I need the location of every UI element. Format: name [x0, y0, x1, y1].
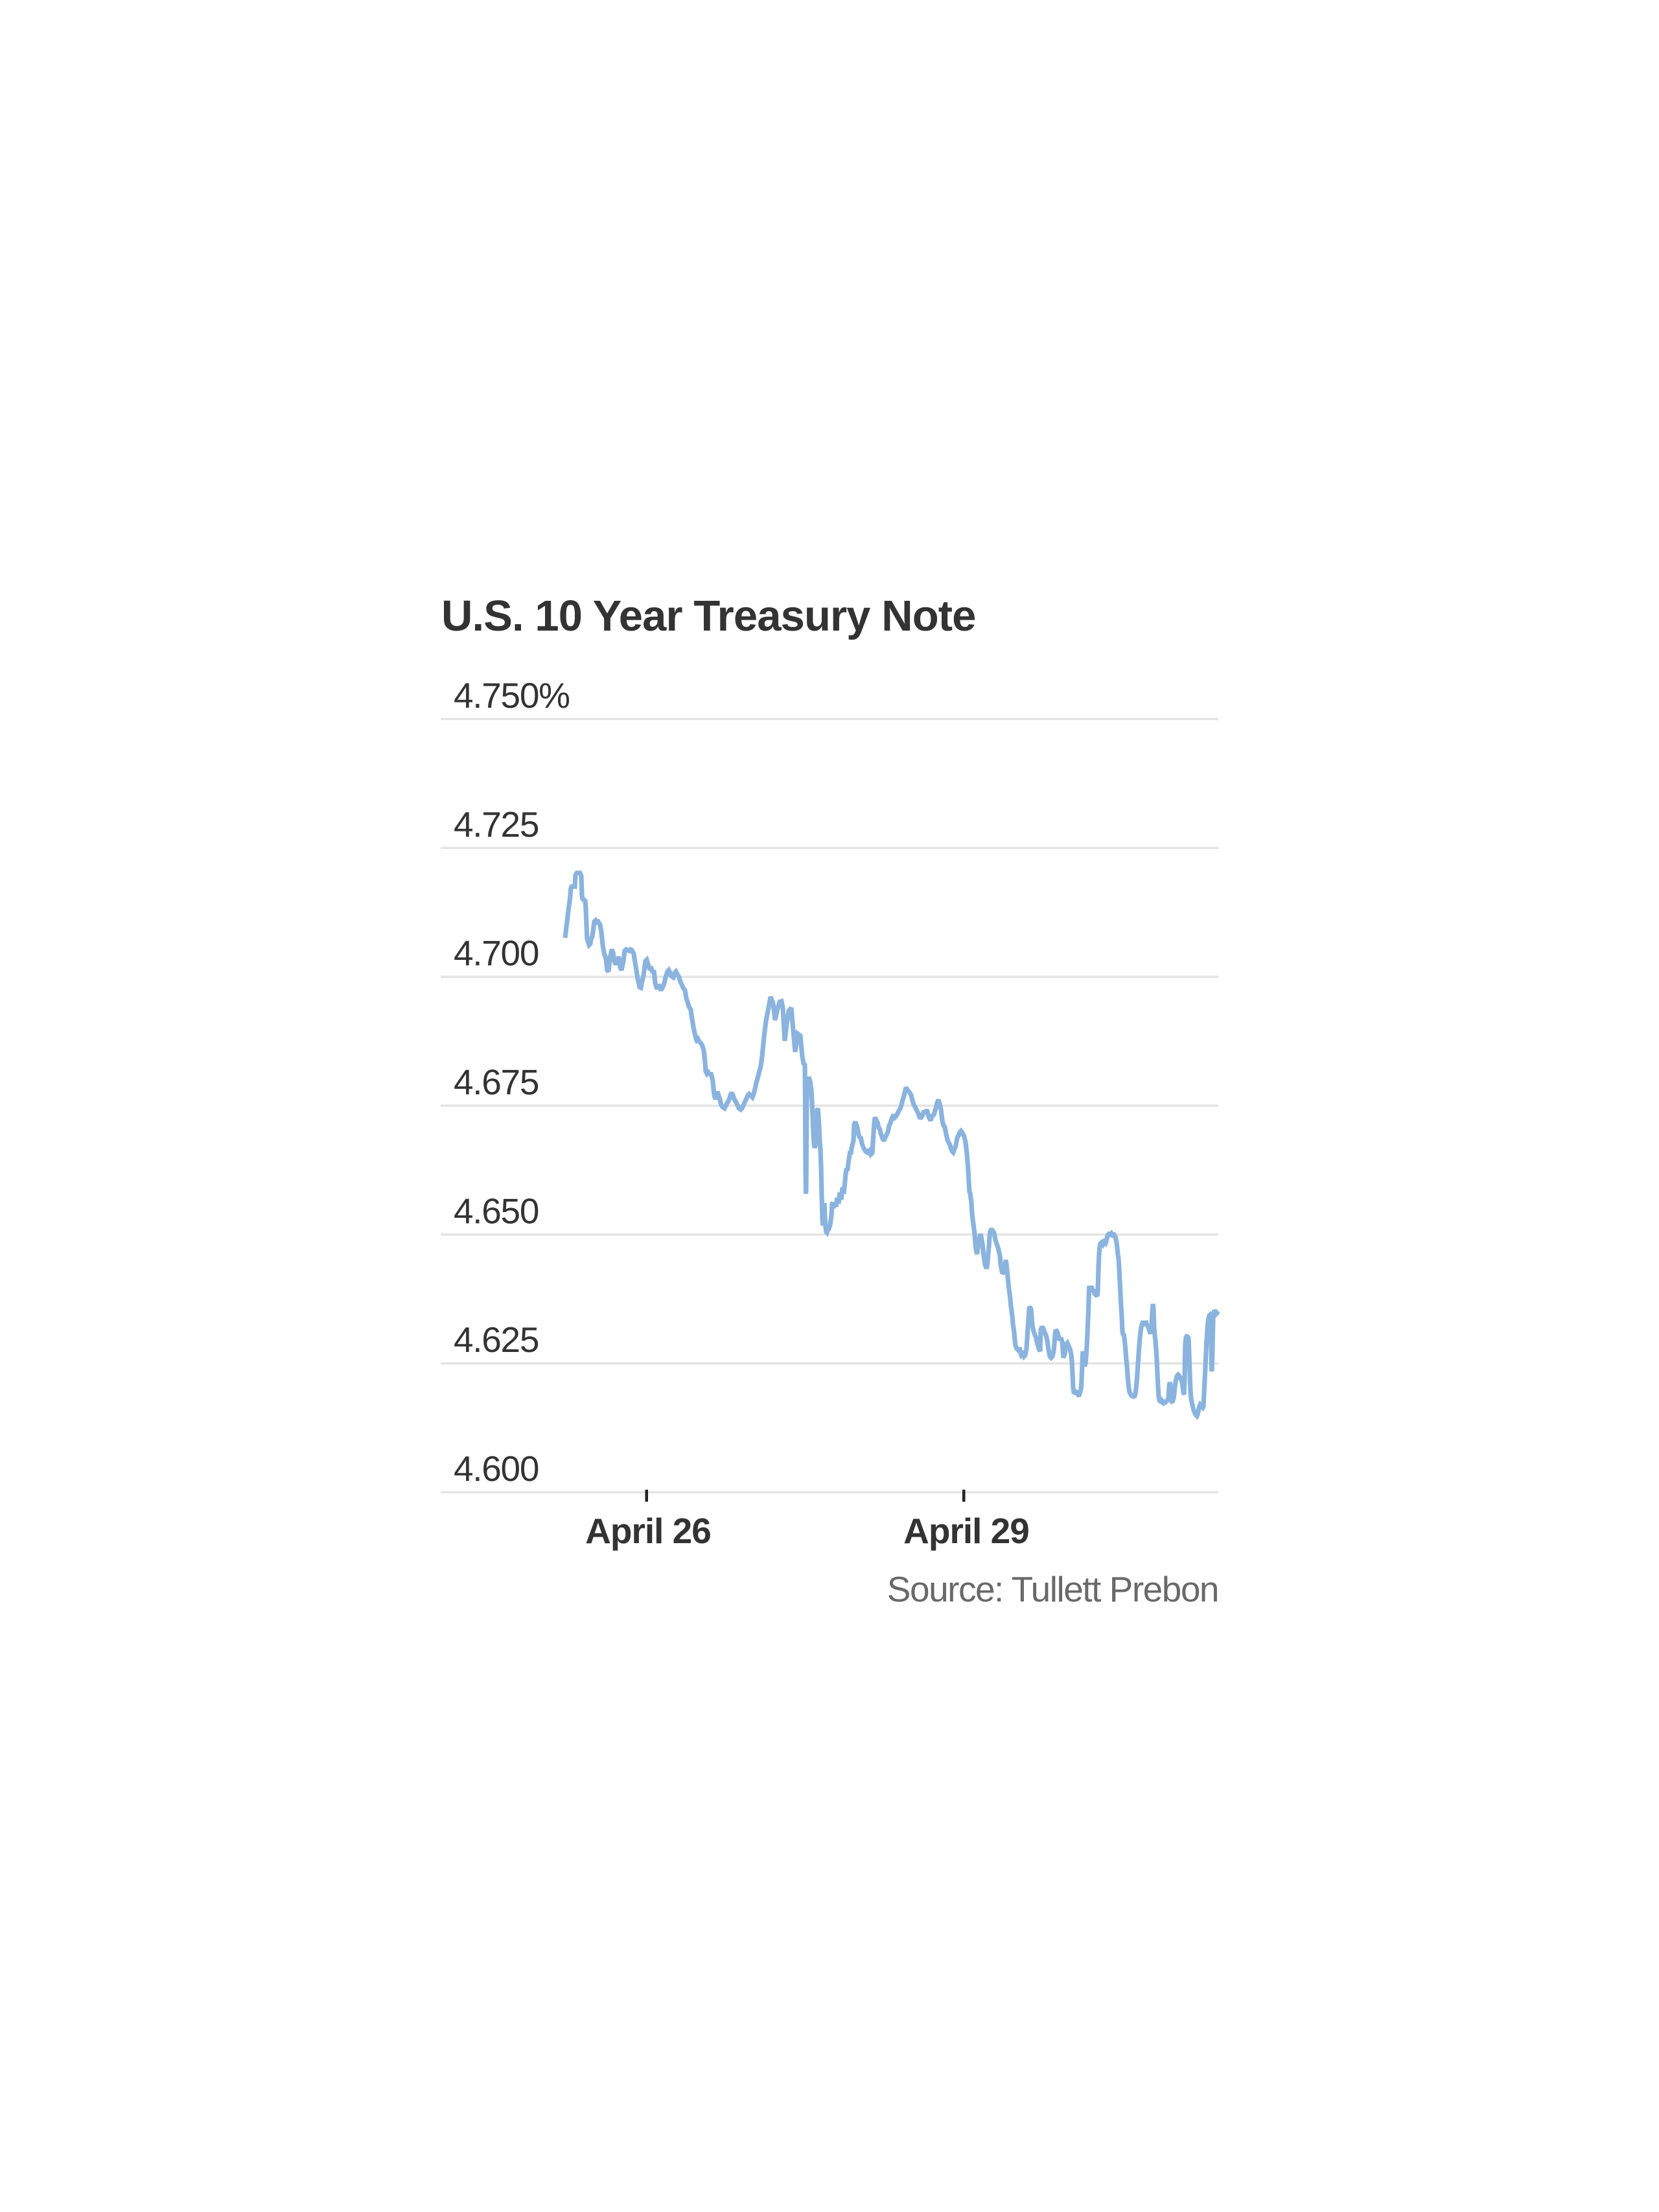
svg-text:4.625: 4.625	[454, 1320, 539, 1360]
svg-text:4.600: 4.600	[454, 1449, 539, 1489]
svg-text:4.675: 4.675	[454, 1062, 539, 1102]
svg-text:4.700: 4.700	[454, 933, 539, 973]
svg-text:4.725: 4.725	[454, 804, 539, 844]
svg-text:U.S. 10 Year Treasury Note: U.S. 10 Year Treasury Note	[441, 592, 976, 640]
svg-text:April 29: April 29	[903, 1511, 1029, 1551]
svg-text:4.650: 4.650	[454, 1191, 539, 1231]
svg-text:Source: Tullett Prebon: Source: Tullett Prebon	[887, 1569, 1218, 1609]
svg-text:April 26: April 26	[585, 1511, 711, 1551]
svg-text:4.750%: 4.750%	[454, 675, 570, 716]
